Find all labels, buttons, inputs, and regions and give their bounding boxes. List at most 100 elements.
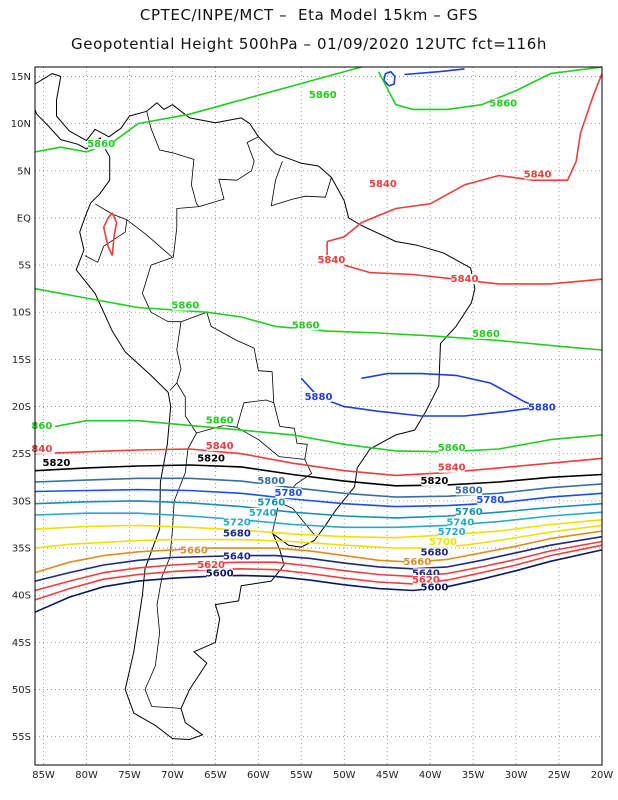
lat-tick-label: 25S — [12, 449, 31, 460]
contour-label: 5700 — [429, 537, 457, 548]
contour-label: 5780 — [476, 495, 504, 506]
lat-tick-label: 20S — [12, 402, 31, 413]
lon-tick-label: 70W — [161, 770, 184, 781]
contour-label-bg — [28, 443, 55, 454]
contour-label-bg — [249, 507, 276, 518]
lat-tick-label: 45S — [12, 638, 31, 649]
contour-label-bg — [275, 488, 302, 499]
contour-label: 5800 — [257, 476, 285, 487]
contour-label: 5820 — [421, 476, 449, 487]
contour-5660 — [34, 535, 603, 582]
contour-label-bg — [180, 545, 207, 556]
contour-label-bg — [198, 559, 225, 570]
contour-label: 5720 — [438, 527, 466, 538]
lon-tick-label: 45W — [376, 770, 399, 781]
contour-label-bg — [438, 442, 465, 453]
lat-tick-label: 10S — [12, 308, 31, 319]
lon-tick-label: 35W — [462, 770, 485, 781]
contour-5880 — [361, 372, 551, 413]
lat-tick-label: EQ — [17, 213, 31, 224]
contour-5740 — [34, 511, 603, 529]
contour-label: 5640 — [412, 568, 440, 579]
country-border — [126, 219, 182, 391]
contour-label-bg — [421, 547, 448, 558]
contour-label-bg — [318, 255, 345, 266]
contour-label-bg — [455, 507, 482, 518]
contour-label-bg — [447, 517, 474, 528]
contour-label: 5820 — [43, 458, 71, 469]
contour-label: 5860 — [309, 90, 337, 101]
lon-tick-label: 65W — [204, 770, 227, 781]
lat-tick-label: 55S — [12, 732, 31, 743]
contour-label: 5860 — [472, 329, 500, 340]
contour-label: 5620 — [412, 575, 440, 586]
contour-label-bg — [438, 462, 465, 473]
contour-5840 — [34, 448, 603, 477]
contour-label-bg — [206, 568, 233, 579]
contour-label: 860 — [31, 421, 52, 432]
contour-label-bg — [172, 300, 199, 311]
contour-label: 5760 — [455, 507, 483, 518]
contour-label: 5840 — [438, 463, 466, 474]
lon-tick-label: 30W — [505, 770, 528, 781]
contour-label: 5820 — [197, 453, 225, 464]
lon-tick-label: 20W — [591, 770, 614, 781]
contour-label-bg — [223, 528, 250, 539]
country-border — [236, 426, 308, 460]
contour-5700 — [34, 524, 603, 549]
contour-label: 5780 — [275, 488, 303, 499]
country-border — [271, 502, 280, 534]
contour-label: 5840 — [451, 274, 479, 285]
contour-5880 — [404, 68, 465, 76]
contour-label-bg — [198, 453, 225, 464]
contour-5800 — [34, 477, 603, 498]
map-frame — [34, 66, 603, 766]
contour-label-bg — [473, 328, 500, 339]
lat-tick-label: 10N — [11, 119, 31, 130]
contour-label-bg — [223, 517, 250, 528]
contour-label: 5840 — [206, 441, 234, 452]
contour-label-bg — [28, 421, 55, 432]
contour-label: 5860 — [206, 416, 234, 427]
contour-5820 — [34, 464, 603, 487]
contour-label: 5660 — [403, 557, 431, 568]
contour-label-bg — [451, 274, 478, 285]
contour-label: 5680 — [421, 548, 449, 559]
lat-tick-label: 5S — [18, 261, 31, 272]
contour-lines-layer — [34, 66, 603, 613]
axis-labels-layer: 15N 10N 5N EQ 5S 10S 15S 20S 25S 30S 35S 40S 45S 50S 5… — [11, 72, 614, 781]
contour-5860 — [377, 66, 603, 111]
contour-5860 — [34, 66, 362, 153]
contour-5620 — [34, 544, 603, 601]
contour-label: 5600 — [206, 568, 234, 579]
lon-tick-label: 25W — [548, 770, 571, 781]
contour-5680 — [34, 530, 603, 574]
contour-label: 5880 — [528, 402, 556, 413]
contour-label: 5860 — [292, 320, 320, 331]
contour-5860 — [34, 419, 603, 453]
contour-label-bg — [404, 557, 431, 568]
contour-label: 5600 — [421, 583, 449, 594]
contour-label: 5880 — [305, 392, 333, 403]
contour-label-bg — [292, 320, 319, 331]
country-border — [172, 136, 259, 258]
lon-tick-label: 55W — [290, 770, 313, 781]
lon-tick-label: 40W — [419, 770, 442, 781]
contour-label: 5860 — [438, 443, 466, 454]
contour-5840 — [102, 212, 118, 256]
contour-label-bg — [455, 485, 482, 496]
contour-label: 840 — [31, 444, 52, 455]
chart-title-line-2: Geopotential Height 500hPa – 01/09/2020 … — [71, 35, 547, 53]
contour-label-bg — [438, 526, 465, 537]
contour-label: 5860 — [171, 300, 199, 311]
coastline-layer — [34, 73, 476, 740]
country-border — [270, 161, 332, 207]
contour-label-bg — [309, 90, 336, 101]
contour-label: 5720 — [223, 517, 251, 528]
contour-5600 — [34, 549, 603, 613]
contour-label: 5800 — [455, 485, 483, 496]
lon-tick-label: 50W — [333, 770, 356, 781]
contour-label-bg — [43, 457, 70, 468]
graticule-grid — [35, 67, 603, 765]
